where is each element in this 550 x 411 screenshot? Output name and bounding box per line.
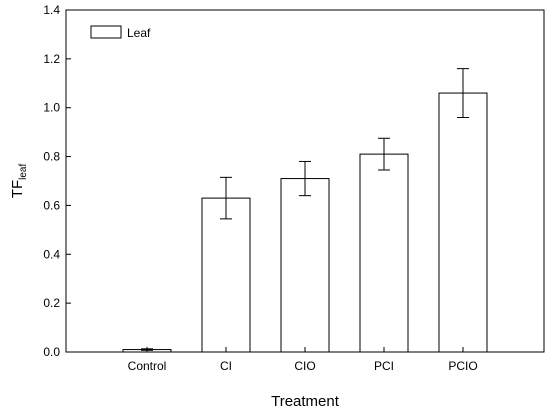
y-axis-title-subscript: leaf	[18, 164, 29, 180]
y-axis-title-main: TF	[9, 180, 26, 198]
y-tick-label: 1.4	[43, 3, 60, 17]
y-tick-label: 0.4	[43, 247, 60, 261]
legend-label: Leaf	[127, 26, 151, 40]
bar-ci	[201, 197, 251, 353]
legend: Leaf	[90, 25, 151, 40]
bars-group	[122, 68, 488, 353]
x-tick-label: CIO	[294, 359, 315, 373]
y-axis: 0.0 0.2 0.4 0.6 0.8 1.0 1.2 1.4	[43, 3, 71, 359]
bar-pcio	[438, 92, 488, 353]
x-tick-label: CI	[220, 359, 232, 373]
y-tick-label: 1.2	[43, 52, 60, 66]
y-tick-label: 1.0	[43, 101, 60, 115]
x-axis: Control CI CIO PCI PCIO	[128, 347, 478, 373]
y-tick-label: 0.2	[43, 296, 60, 310]
x-tick-label: PCIO	[448, 359, 477, 373]
y-tick-label: 0.6	[43, 198, 60, 212]
x-axis-title: Treatment	[271, 393, 340, 410]
legend-swatch	[90, 25, 122, 39]
y-tick-label: 0.8	[43, 150, 60, 164]
bar-pci	[359, 153, 409, 353]
y-axis-title: TFleaf	[9, 164, 29, 199]
x-tick-label: PCI	[374, 359, 394, 373]
bar-cio	[280, 178, 330, 353]
y-tick-label: 0.0	[43, 345, 60, 359]
x-tick-label: Control	[128, 359, 167, 373]
